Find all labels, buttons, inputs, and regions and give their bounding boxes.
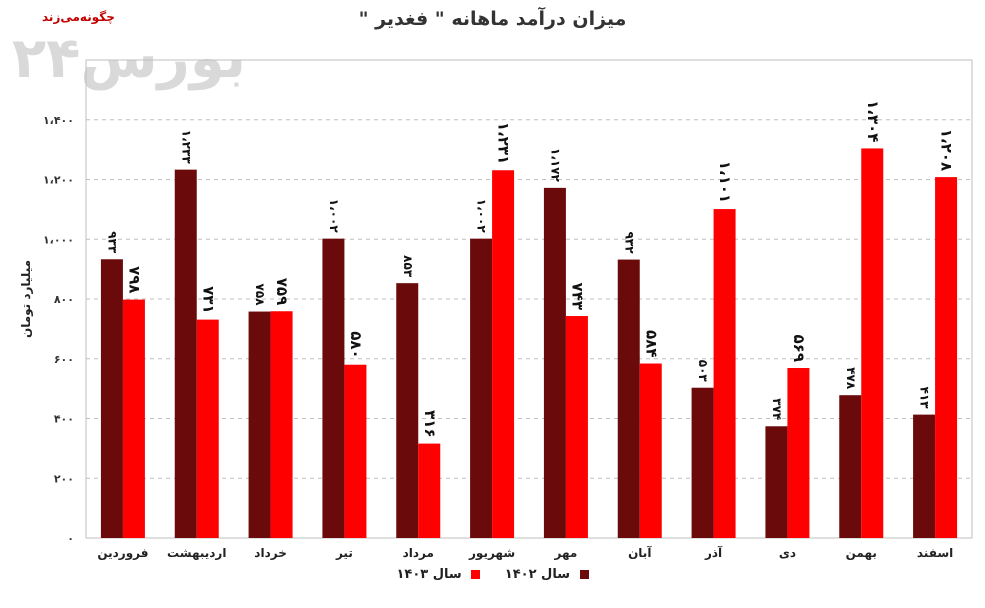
bar-1403 xyxy=(122,299,145,538)
bar-1402 xyxy=(396,283,419,538)
data-label: ۱،۲۳۳ xyxy=(179,130,193,165)
y-tick-label: ۱،۴۰۰ xyxy=(43,114,74,127)
data-label: ۱،۱۰۱ xyxy=(716,161,734,203)
bar-1402 xyxy=(322,238,345,538)
data-label: ۷۴۳ xyxy=(568,283,586,310)
bar-1403 xyxy=(639,363,662,538)
y-tick-label: ۰ xyxy=(67,532,74,545)
x-tick-label: آذر xyxy=(704,545,723,560)
chart-title: میزان درآمد ماهانه " فغدیر " xyxy=(358,8,627,30)
legend: سال ۱۴۰۲ سال ۱۴۰۳ xyxy=(0,567,985,582)
bar-1402 xyxy=(765,426,788,538)
bar-1403 xyxy=(713,209,736,539)
x-tick-label: تیر xyxy=(335,546,353,560)
bar-1403 xyxy=(418,443,441,538)
bar-1403 xyxy=(787,368,810,538)
data-label: ۵۰۳ xyxy=(696,360,710,383)
data-label: ۱،۱۷۲ xyxy=(548,148,562,183)
data-label: ۱،۰۰۲ xyxy=(475,199,489,234)
logo-wordmark: بورس۲۴ xyxy=(12,26,248,91)
y-tick-label: ۲۰۰ xyxy=(54,472,74,485)
data-label: ۱،۲۳۱ xyxy=(495,122,513,164)
bar-1403 xyxy=(344,364,367,538)
legend-item-1403: سال ۱۴۰۳ xyxy=(396,567,481,582)
legend-swatch-1403 xyxy=(471,570,481,579)
bar-1403 xyxy=(196,319,219,538)
y-axis-label: میلیارد تومان xyxy=(19,260,34,338)
x-tick-label: اسفند xyxy=(917,546,953,560)
data-label: ۱،۳۰۴ xyxy=(864,100,882,142)
bar-1402 xyxy=(913,414,936,538)
x-tick-label: آبان xyxy=(628,545,652,560)
bar-1403 xyxy=(935,177,958,539)
bar-1402 xyxy=(174,169,197,539)
logo-tagline: چگونه‌می‌زند xyxy=(42,10,115,24)
y-tick-label: ۸۰۰ xyxy=(54,293,74,306)
logo: بورس۲۴ چگونه‌می‌زند xyxy=(6,4,248,94)
data-label: ۱،۰۰۲ xyxy=(327,199,341,234)
x-tick-label: دی xyxy=(779,546,796,560)
x-tick-label: مهر xyxy=(554,546,578,560)
bar-1402 xyxy=(248,311,271,538)
bar-1402 xyxy=(617,259,640,538)
data-label: ۵۸۰ xyxy=(347,331,365,358)
y-tick-label: ۱،۰۰۰ xyxy=(43,233,74,246)
legend-item-1402: سال ۱۴۰۲ xyxy=(505,567,589,582)
y-tick-label: ۶۰۰ xyxy=(54,353,74,366)
bar-1403 xyxy=(270,311,293,538)
x-tick-label: فروردین xyxy=(97,546,148,561)
bar-1402 xyxy=(839,395,862,538)
y-tick-label: ۱،۲۰۰ xyxy=(43,174,74,187)
data-label: ۳۷۴ xyxy=(770,398,784,420)
legend-swatch-1402 xyxy=(579,570,589,579)
legend-label-1402: سال ۱۴۰۲ xyxy=(504,567,570,582)
data-label: ۴۱۳ xyxy=(918,387,932,410)
x-tick-label: بهمن xyxy=(846,546,877,560)
data-label: ۹۳۳ xyxy=(105,231,119,254)
bar-1403 xyxy=(492,170,515,538)
bar-1402 xyxy=(543,187,566,539)
data-label: ۷۵۹ xyxy=(273,278,291,305)
data-label: ۷۵۸ xyxy=(253,284,267,307)
data-label: ۵۶۹ xyxy=(790,335,808,362)
data-label: ۸۵۳ xyxy=(401,255,415,278)
data-label: ۱،۲۰۸ xyxy=(938,129,956,171)
y-tick-label: ۴۰۰ xyxy=(54,413,74,426)
bar-1403 xyxy=(565,316,588,538)
x-tick-label: خرداد xyxy=(254,546,287,560)
data-label: ۷۳۱ xyxy=(199,286,217,313)
data-label: ۳۱۶ xyxy=(421,410,439,437)
x-tick-label: شهریور xyxy=(468,546,515,561)
x-tick-label: اردیبهشت xyxy=(167,546,226,560)
x-tick-label: مرداد xyxy=(403,546,434,560)
legend-label-1403: سال ۱۴۰۳ xyxy=(396,567,462,582)
bar-1402 xyxy=(100,259,123,538)
data-label: ۹۳۲ xyxy=(622,232,636,255)
bar-1403 xyxy=(861,148,884,538)
bar-1402 xyxy=(470,238,493,538)
data-label: ۴۷۸ xyxy=(844,367,858,390)
data-label: ۵۸۴ xyxy=(642,330,660,357)
data-label: ۷۹۸ xyxy=(125,266,143,293)
bar-1402 xyxy=(691,387,714,538)
